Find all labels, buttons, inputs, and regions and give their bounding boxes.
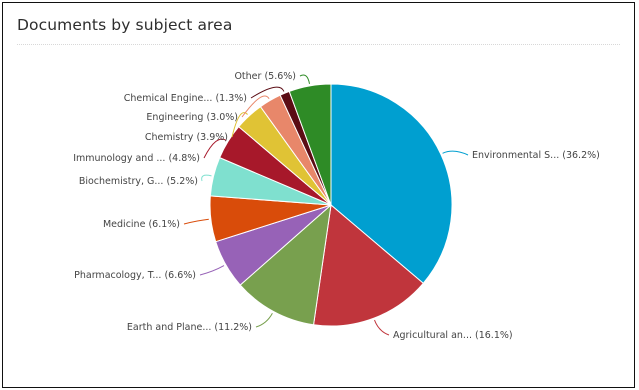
pie-leader-line [442,150,469,156]
pie-slice-label: Earth and Plane... (11.2%) [127,322,252,333]
pie-slice-label: Other (5.6%) [234,71,296,82]
pie-slice-label: Medicine (6.1%) [103,219,180,230]
pie-slice[interactable] [330,83,453,284]
pie-leader-lines [183,74,469,336]
pie-slice[interactable] [288,83,332,206]
pie-leader-line [203,138,227,159]
pie-slice-label: Chemical Engine... (1.3%) [124,93,247,104]
pie-slice-label: Agricultural an... (16.1%) [393,330,513,341]
pie-leader-line [183,218,209,225]
pie-slice[interactable] [239,203,332,326]
pie-labels: Environmental S... (36.2%) Agricultural a… [73,71,600,341]
pie-leader-line [299,74,310,84]
pie-leader-line [241,95,270,118]
pie-leader-line [255,312,273,328]
pie-leader-line [201,174,212,182]
pie-slice-label: Chemistry (3.9%) [145,132,228,143]
pie-slice-label: Engineering (3.0%) [146,112,238,123]
pie-slice-label: Pharmacology, T... (6.6%) [74,270,196,281]
pie-leader-line [231,112,248,138]
pie-slice-label: Biochemistry, G... (5.2%) [79,176,198,187]
title-divider [17,44,620,45]
pie-slice-label: Immunology and ... (4.8%) [73,153,200,164]
pie-slice[interactable] [313,204,424,327]
chart-title: Documents by subject area [17,16,233,34]
pie-leader-line [250,86,285,99]
pie-slice-label: Environmental S... (36.2%) [472,150,600,161]
pie-leader-line [199,265,225,276]
pie-leader-line [374,319,390,336]
pie-slices [209,83,453,327]
